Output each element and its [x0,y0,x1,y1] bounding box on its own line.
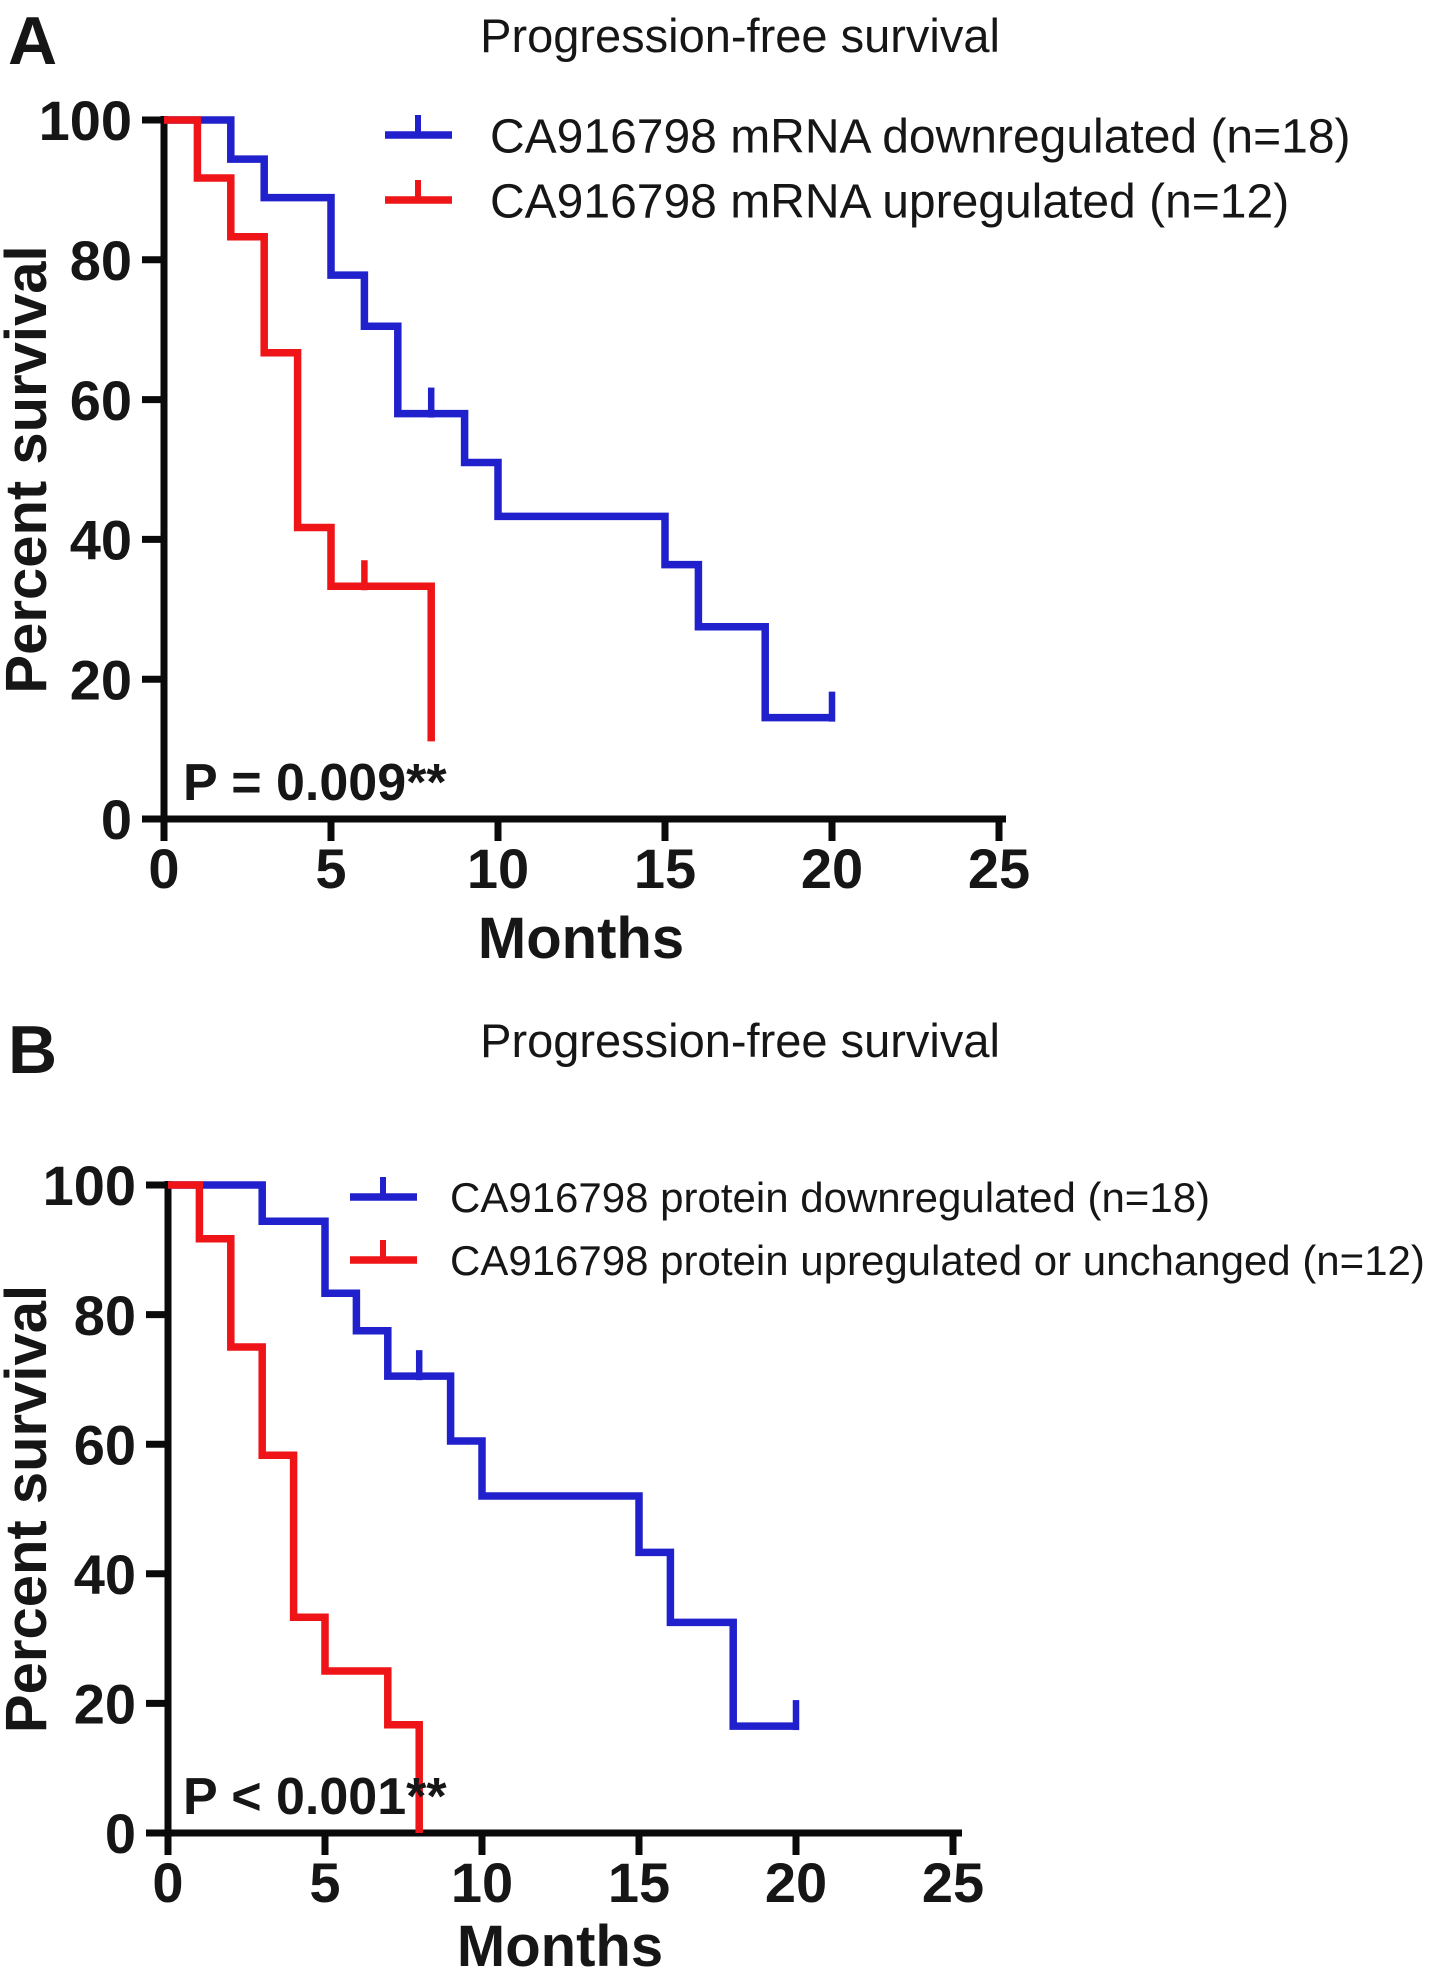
survival-chart-B: B Progression-free survival 100 80 60 40 20 00 5… [0,1012,1425,1976]
x-tick-label: 0 [152,1851,183,1914]
y-tick-label: 20 [74,1673,136,1736]
km-curve-red [168,1181,423,1833]
chart-title: Progression-free survival [480,9,1000,62]
legend-label: CA916798 mRNA upregulated (n=12) [490,175,1289,228]
x-axis-label: Months [457,1914,663,1976]
y-tick-label: 80 [74,1284,136,1347]
x-tick-label: 25 [922,1851,984,1914]
y-tick-label: 60 [74,1413,136,1476]
x-axis-label: Months [478,906,684,971]
legend-label: CA916798 protein upregulated or unchange… [450,1237,1425,1284]
y-tick-label: 60 [70,369,132,432]
y-tick-label: 0 [105,1802,136,1865]
y-axis-label: Percent survival [0,1285,59,1733]
y-tick-label: 0 [101,788,132,851]
panel-B: B Progression-free survival 100 80 60 40 20 0 0 5… [0,988,1441,1976]
panel-label: B [8,1012,57,1088]
y-tick-label: 100 [43,1154,136,1217]
y-tick-label: 20 [70,648,132,711]
chart-title: Progression-free survival [480,1014,1000,1067]
panel-A: A Progression-free survival 100 80 60 40 20 0 0 5… [0,3,1351,971]
y-tick-label: 80 [70,229,132,292]
km-curve-blue [168,1181,796,1730]
y-axis-label: Percent survival [0,245,59,693]
y-tick-label: 40 [70,509,132,572]
y-tick-label: 100 [39,89,132,152]
x-tick-label: 10 [467,837,529,900]
x-tick-label: 15 [634,837,696,900]
p-value-label: P < 0.001** [183,1768,447,1826]
x-tick-label: 20 [801,837,863,900]
p-value-label: P = 0.009** [183,754,447,812]
x-tick-label: 5 [309,1851,340,1914]
survival-chart-A: A Progression-free survival 100 80 60 40 20 00 5… [0,3,1351,971]
x-tick-label: 10 [451,1851,513,1914]
y-tick-label: 40 [74,1543,136,1606]
legend-label: CA916798 mRNA downregulated (n=18) [490,110,1351,163]
x-tick-label: 20 [765,1851,827,1914]
legend-label: CA916798 protein downregulated (n=18) [450,1174,1210,1221]
x-tick-label: 15 [608,1851,670,1914]
panel-label: A [8,3,57,79]
x-tick-label: 0 [148,837,179,900]
x-tick-label: 25 [968,837,1030,900]
x-tick-label: 5 [315,837,346,900]
km-curve-red [164,116,435,742]
